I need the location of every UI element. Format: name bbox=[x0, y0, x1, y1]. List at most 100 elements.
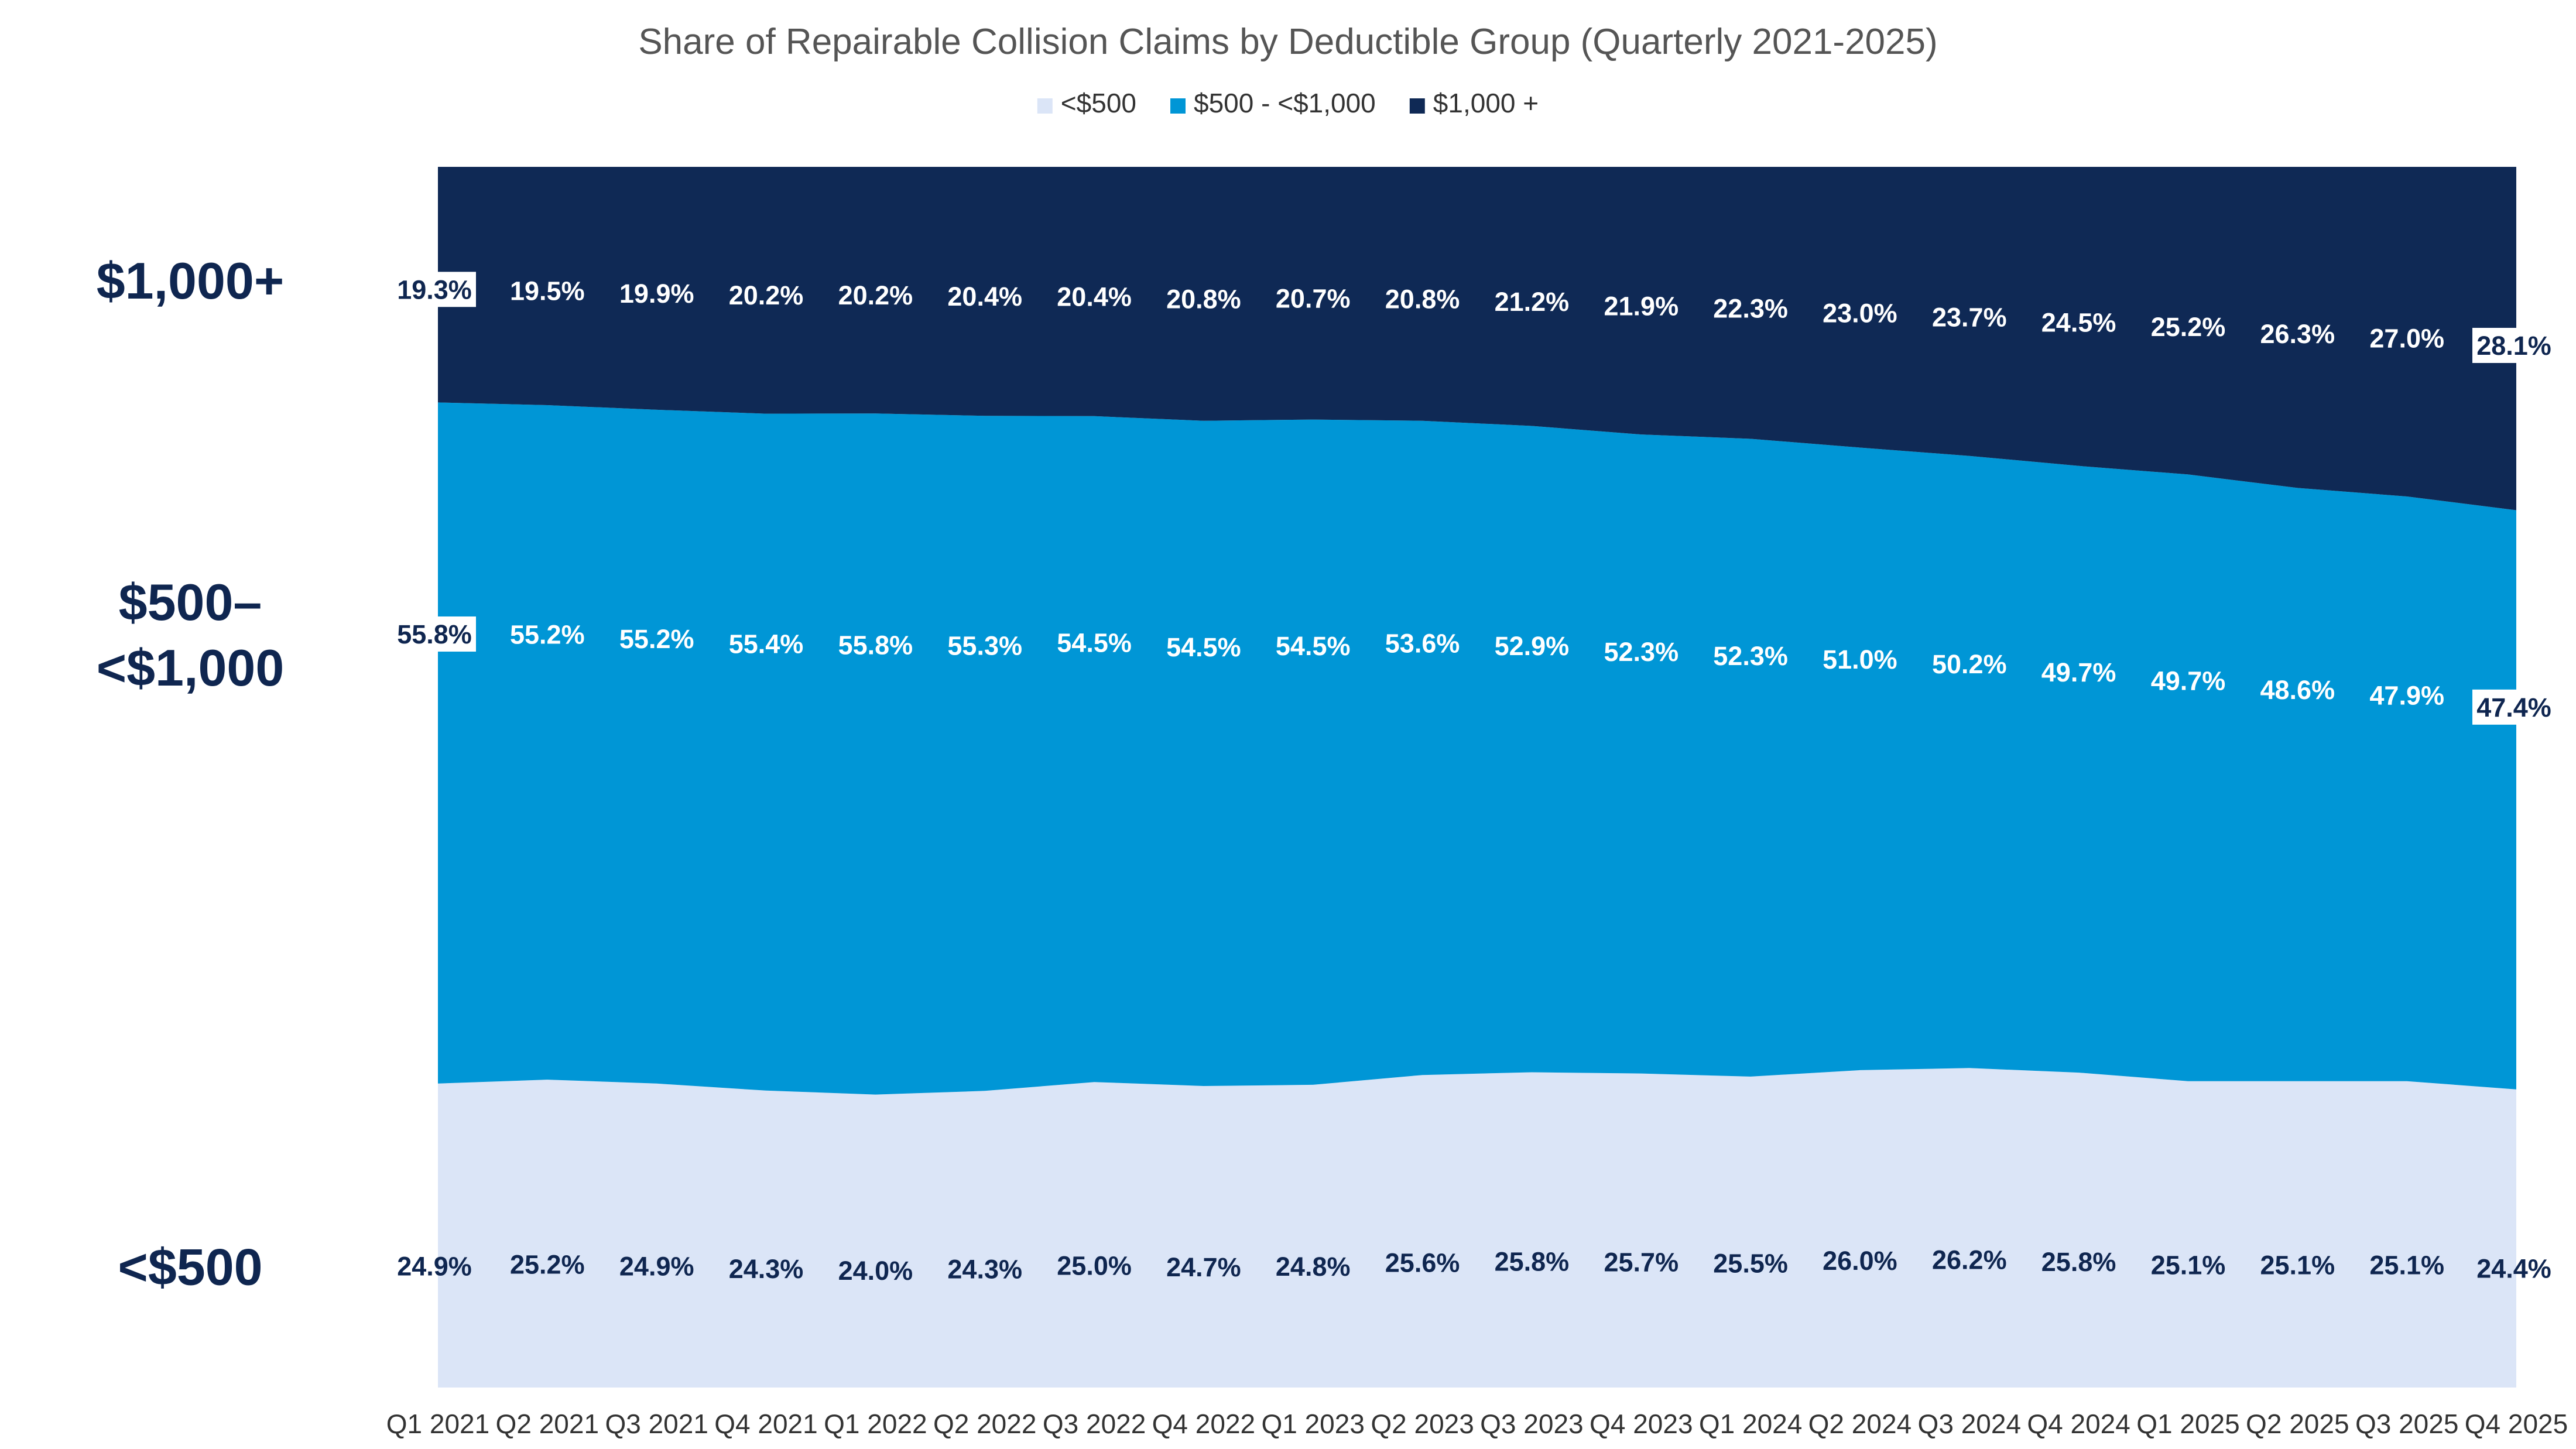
data-label: 55.2% bbox=[619, 624, 694, 654]
data-label: 51.0% bbox=[1823, 645, 1897, 674]
data-label: 25.1% bbox=[2260, 1251, 2335, 1280]
data-label: 28.1% bbox=[2476, 331, 2551, 361]
data-label: 24.4% bbox=[2476, 1253, 2551, 1283]
data-label: 53.6% bbox=[1385, 629, 1460, 659]
data-label-box bbox=[2472, 328, 2556, 363]
x-tick-label: Q4 2021 bbox=[714, 1409, 817, 1439]
data-label: 26.0% bbox=[1823, 1246, 1897, 1276]
legend-label: $500 - <$1,000 bbox=[1194, 88, 1376, 118]
data-label: 25.1% bbox=[2369, 1251, 2444, 1280]
data-label: 24.8% bbox=[1276, 1252, 1351, 1282]
data-label-box bbox=[393, 616, 476, 652]
data-label: 25.8% bbox=[2041, 1247, 2116, 1277]
data-label: 25.7% bbox=[1604, 1247, 1678, 1277]
data-label: 22.3% bbox=[1713, 294, 1788, 324]
x-tick-label: Q4 2025 bbox=[2465, 1409, 2568, 1439]
x-tick-label: Q2 2024 bbox=[1808, 1409, 1912, 1439]
x-tick-label: Q1 2024 bbox=[1699, 1409, 1802, 1439]
data-label-box bbox=[393, 272, 476, 307]
data-label: 23.7% bbox=[1932, 303, 2007, 333]
data-label: 27.0% bbox=[2369, 324, 2444, 354]
legend-label: $1,000 + bbox=[1433, 88, 1539, 118]
data-label: 52.3% bbox=[1604, 637, 1678, 667]
data-label: 50.2% bbox=[1932, 649, 2007, 679]
legend-label: <$500 bbox=[1061, 88, 1136, 118]
area-series-2 bbox=[438, 167, 2516, 511]
data-label-box bbox=[2472, 689, 2556, 725]
x-tick-label: Q1 2023 bbox=[1261, 1409, 1364, 1439]
x-tick-label: Q4 2022 bbox=[1152, 1409, 1255, 1439]
data-label: 25.2% bbox=[510, 1250, 585, 1280]
data-label: 20.4% bbox=[947, 282, 1022, 311]
data-label: 24.9% bbox=[397, 1251, 472, 1281]
side-labels: $1,000+ $500– <$1,000 <$500 bbox=[97, 252, 285, 1296]
side-label: <$1,000 bbox=[97, 639, 285, 697]
side-label: $1,000+ bbox=[97, 252, 285, 310]
stacked-areas bbox=[438, 167, 2516, 1388]
x-tick-label: Q1 2022 bbox=[824, 1409, 927, 1439]
data-label: 55.8% bbox=[838, 631, 913, 660]
side-label: <$500 bbox=[118, 1238, 262, 1296]
data-label: 24.5% bbox=[2041, 308, 2116, 338]
data-label: 55.4% bbox=[729, 629, 804, 659]
x-tick-label: Q3 2022 bbox=[1043, 1409, 1146, 1439]
data-label: 52.3% bbox=[1713, 641, 1788, 671]
data-label: 49.7% bbox=[2041, 657, 2116, 687]
legend-swatch bbox=[1037, 98, 1053, 114]
x-tick-label: Q3 2025 bbox=[2355, 1409, 2458, 1439]
data-label: 48.6% bbox=[2260, 675, 2335, 705]
data-label: 24.7% bbox=[1166, 1252, 1241, 1282]
data-label: 26.3% bbox=[2260, 319, 2335, 349]
data-label: 21.2% bbox=[1495, 287, 1570, 317]
data-label: 23.0% bbox=[1823, 298, 1897, 328]
x-tick-label: Q3 2024 bbox=[1918, 1409, 2021, 1439]
data-label: 26.2% bbox=[1932, 1245, 2007, 1275]
chart-title: Share of Repairable Collision Claims by … bbox=[638, 22, 1937, 62]
data-label: 24.3% bbox=[947, 1254, 1022, 1284]
x-tick-label: Q4 2024 bbox=[2027, 1409, 2130, 1439]
data-label: 20.7% bbox=[1276, 283, 1351, 313]
data-label: 49.7% bbox=[2151, 666, 2226, 696]
data-label: 25.8% bbox=[1495, 1247, 1570, 1277]
data-label: 24.3% bbox=[729, 1254, 804, 1284]
data-labels: 24.9% 25.2% 24.9% 24.3% 24.0% 24.3% 25.0% 24.7%… bbox=[393, 272, 2556, 1286]
data-label: 55.3% bbox=[947, 631, 1022, 660]
data-label: 47.4% bbox=[2476, 693, 2551, 722]
data-label: 25.0% bbox=[1057, 1251, 1132, 1280]
data-label: 25.1% bbox=[2151, 1251, 2226, 1280]
x-tick-label: Q2 2025 bbox=[2246, 1409, 2349, 1439]
data-label: 24.9% bbox=[619, 1251, 694, 1281]
x-tick-label: Q2 2022 bbox=[933, 1409, 1036, 1439]
side-label: $500– bbox=[119, 573, 262, 631]
x-axis: Q1 2021 Q2 2021 Q3 2021 Q4 2021 Q1 2022 Q2 20… bbox=[386, 1409, 2568, 1439]
data-label: 19.5% bbox=[510, 276, 585, 306]
data-label: 52.9% bbox=[1495, 631, 1570, 661]
x-tick-label: Q3 2021 bbox=[605, 1409, 708, 1439]
data-label: 20.4% bbox=[1057, 282, 1132, 311]
data-label: 25.6% bbox=[1385, 1248, 1460, 1278]
data-label: 20.2% bbox=[838, 280, 913, 310]
data-label: 25.5% bbox=[1713, 1249, 1788, 1279]
legend-swatch bbox=[1170, 98, 1186, 114]
x-tick-label: Q1 2021 bbox=[386, 1409, 489, 1439]
area-series-0 bbox=[438, 1068, 2516, 1388]
data-label: 25.2% bbox=[2151, 312, 2226, 342]
x-tick-label: Q3 2023 bbox=[1480, 1409, 1583, 1439]
data-label: 47.9% bbox=[2369, 681, 2444, 711]
legend-swatch bbox=[1409, 98, 1425, 114]
data-label: 24.0% bbox=[838, 1256, 913, 1286]
data-label: 55.2% bbox=[510, 620, 585, 650]
data-label: 54.5% bbox=[1276, 631, 1351, 661]
data-label: 20.8% bbox=[1385, 285, 1460, 314]
data-label: 19.3% bbox=[397, 275, 472, 304]
legend: <$500 $500 - <$1,000 $1,000 + bbox=[1037, 88, 1539, 118]
data-label: 20.8% bbox=[1166, 285, 1241, 314]
x-tick-label: Q2 2023 bbox=[1371, 1409, 1474, 1439]
area-series-1 bbox=[438, 402, 2516, 1095]
x-tick-label: Q1 2025 bbox=[2136, 1409, 2239, 1439]
x-tick-label: Q2 2021 bbox=[496, 1409, 599, 1439]
data-label: 55.8% bbox=[397, 619, 472, 649]
x-tick-label: Q4 2023 bbox=[1590, 1409, 1693, 1439]
